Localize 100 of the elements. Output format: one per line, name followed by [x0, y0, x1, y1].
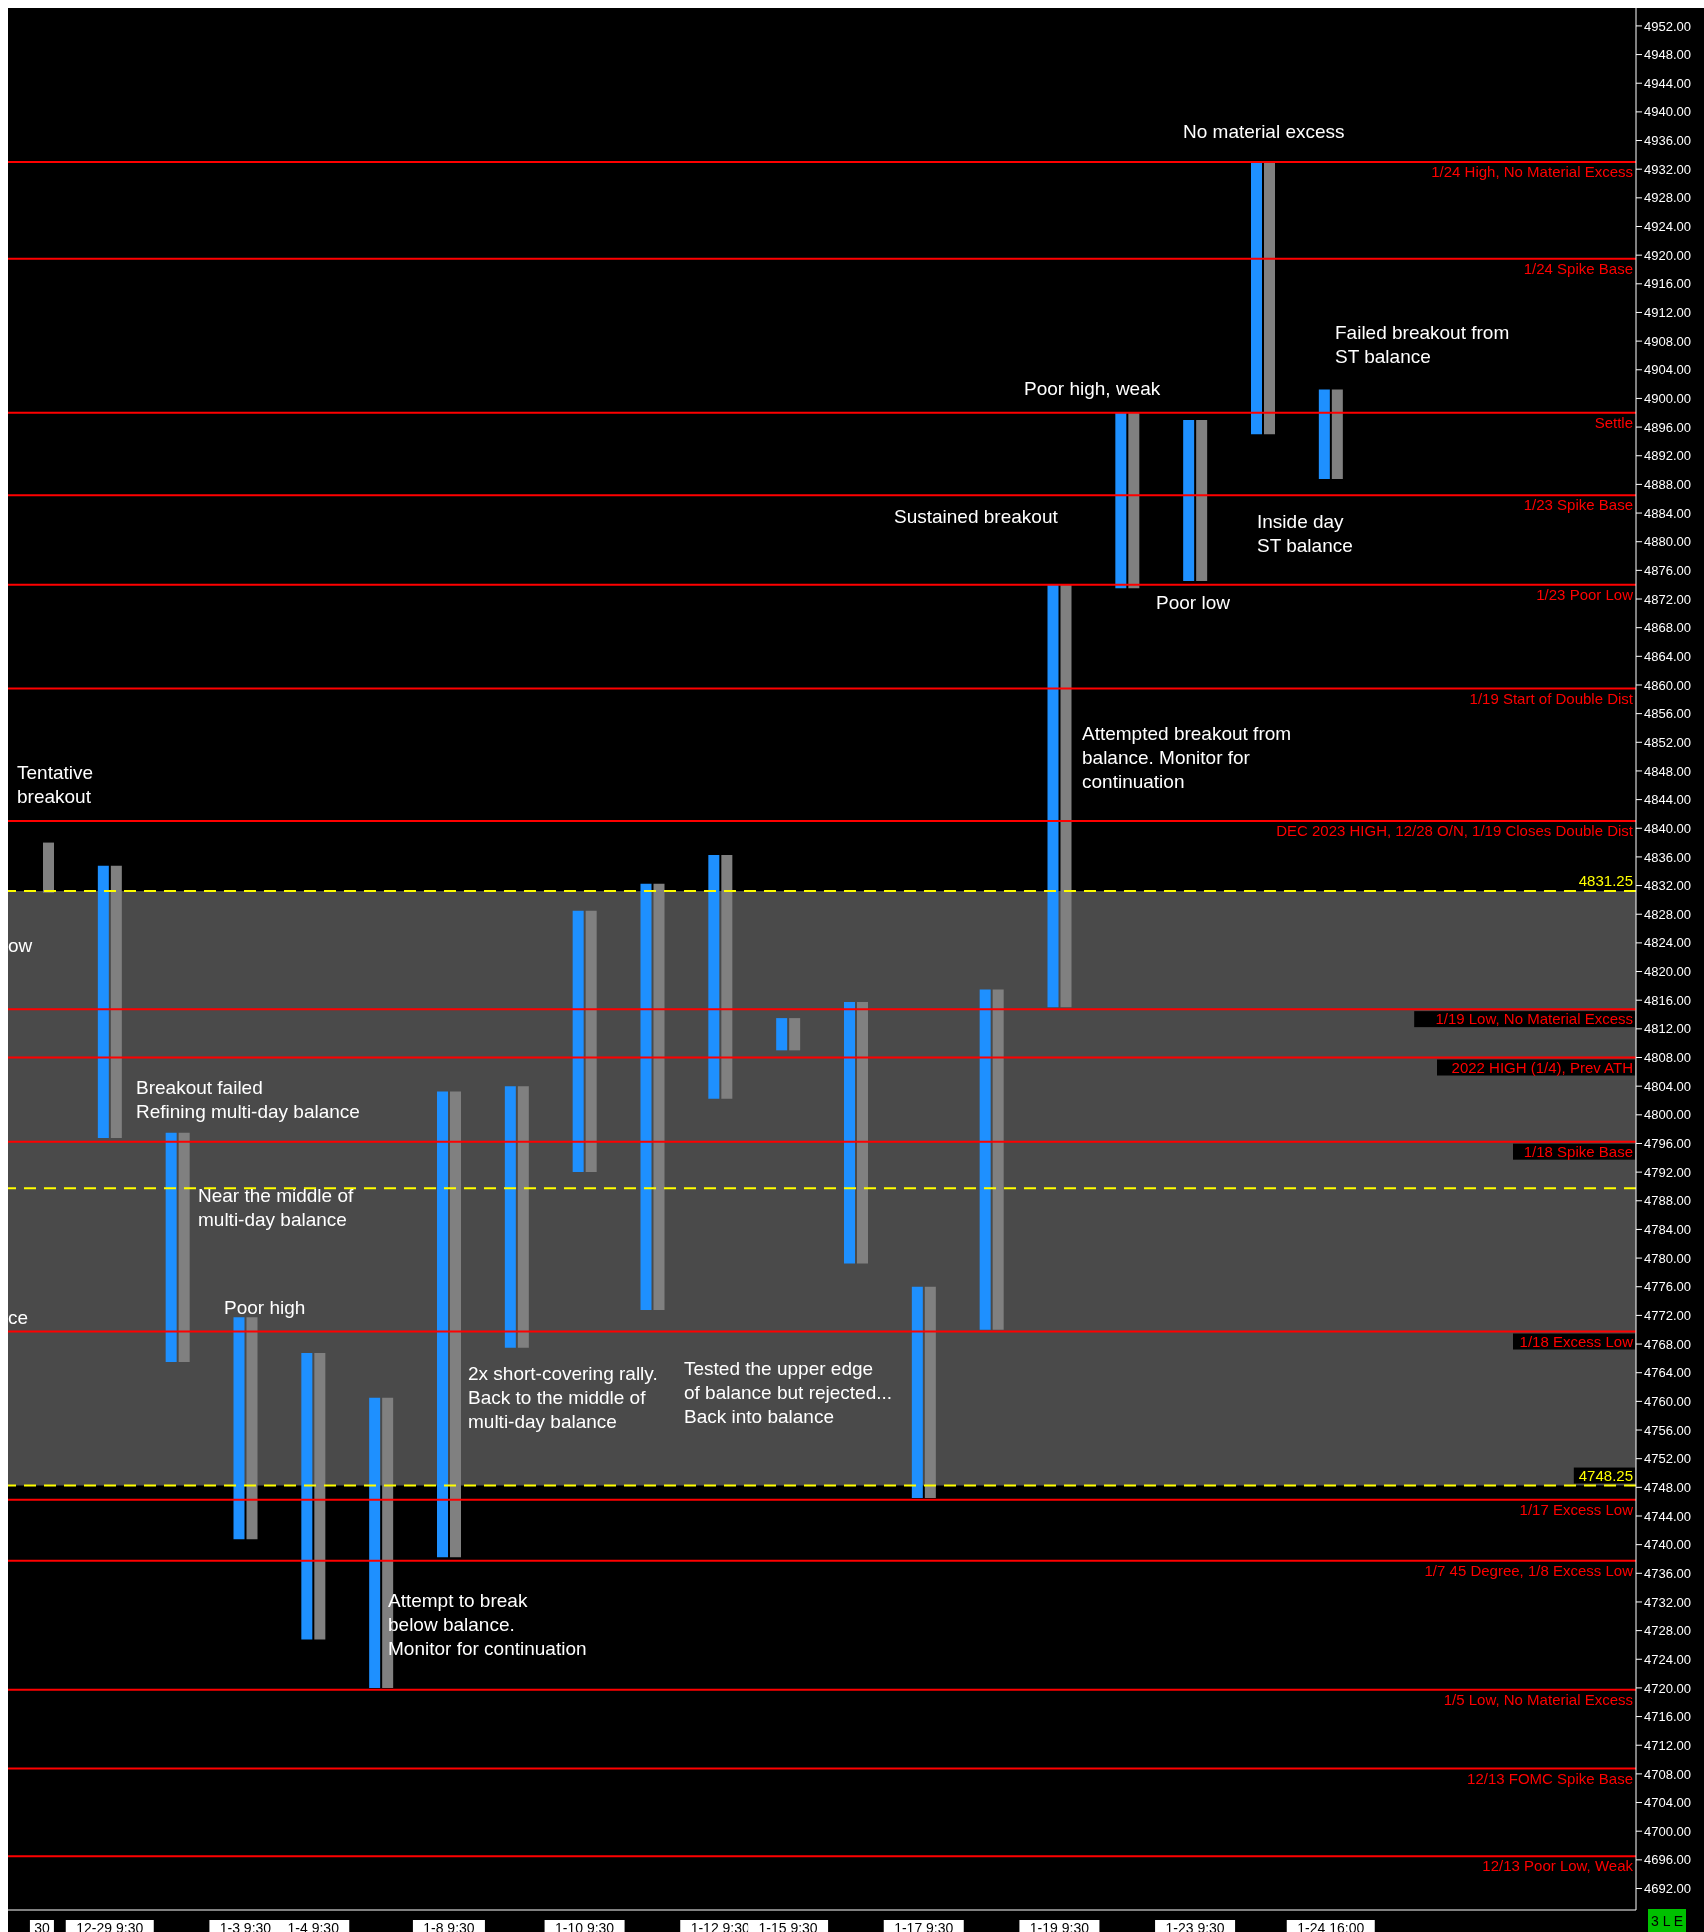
- bar: [43, 842, 54, 893]
- annotation: 2x short-covering rally. Back to the middle of multi-day balance: [468, 1362, 658, 1434]
- y-tick-label: 4692.00: [1644, 1881, 1691, 1897]
- ref-line-label: 1/17 Excess Low: [1519, 1500, 1634, 1518]
- y-tick-label: 4824.00: [1644, 935, 1691, 951]
- bar: [1251, 162, 1262, 435]
- ref-line-label: DEC 2023 HIGH, 12/28 O/N, 1/19 Closes Double Dist: [1276, 822, 1634, 840]
- y-tick-label: 4872.00: [1644, 591, 1691, 607]
- y-tick-label: 4700.00: [1644, 1823, 1691, 1839]
- bar: [1264, 162, 1275, 435]
- bar: [1128, 412, 1140, 589]
- annotation: Sustained breakout: [894, 505, 1058, 529]
- y-tick-label: 4788.00: [1644, 1193, 1691, 1209]
- bar: [924, 1286, 936, 1499]
- ref-line-label: 12/13 Poor Low, Weak: [1482, 1857, 1634, 1875]
- y-tick-label: 4852.00: [1644, 734, 1691, 750]
- y-tick-label: 4880.00: [1644, 534, 1691, 550]
- y-tick-label: 4740.00: [1644, 1537, 1691, 1553]
- annotation: Poor low: [1156, 591, 1230, 615]
- annotation: Attempted breakout from balance. Monitor for continuation: [1082, 722, 1292, 794]
- y-tick-label: 4876.00: [1644, 562, 1691, 578]
- bar: [314, 1353, 326, 1640]
- y-tick-label: 4748.00: [1644, 1479, 1691, 1495]
- bar: [844, 1001, 855, 1264]
- annotation: Breakout failed Refining multi-day balance: [136, 1076, 360, 1124]
- y-tick-label: 4800.00: [1644, 1107, 1691, 1123]
- y-tick-label: 4816.00: [1644, 992, 1691, 1008]
- y-tick-label: 4756.00: [1644, 1422, 1691, 1438]
- annotation: Failed breakout from ST balance: [1335, 321, 1510, 369]
- y-tick-label: 4856.00: [1644, 706, 1691, 722]
- bar: [517, 1086, 529, 1348]
- bar: [301, 1353, 313, 1640]
- bar: [653, 883, 665, 1311]
- y-tick-label: 4704.00: [1644, 1795, 1691, 1811]
- bar: [721, 855, 733, 1099]
- y-tick-label: 4844.00: [1644, 792, 1691, 808]
- y-tick-label: 4728.00: [1644, 1623, 1691, 1639]
- y-tick-label: 4792.00: [1644, 1164, 1691, 1180]
- y-tick-label: 4848.00: [1644, 763, 1691, 779]
- y-tick-label: 4764.00: [1644, 1365, 1691, 1381]
- y-tick-label: 4936.00: [1644, 133, 1691, 149]
- bar: [1183, 419, 1195, 582]
- ref-line-label: 1/23 Poor Low: [1536, 585, 1634, 603]
- ref-line-label: 4831.25: [1578, 871, 1633, 889]
- y-tick-label: 4912.00: [1644, 305, 1691, 321]
- annotation: ow: [8, 934, 33, 958]
- ref-line-label: 12/13 FOMC Spike Base: [1467, 1769, 1633, 1787]
- bar: [708, 855, 720, 1099]
- ref-line-label: 4748.25: [1578, 1466, 1633, 1484]
- y-tick-label: 4916.00: [1644, 276, 1691, 292]
- bar: [437, 1091, 448, 1558]
- y-tick-label: 4776.00: [1644, 1279, 1691, 1295]
- y-tick-label: 4932.00: [1644, 161, 1691, 177]
- bar: [1115, 412, 1127, 589]
- ref-line-label: 1/18 Excess Low: [1519, 1332, 1634, 1350]
- y-tick-label: 4868.00: [1644, 620, 1691, 636]
- ref-line-label: 2022 HIGH (1/4), Prev ATH: [1451, 1058, 1633, 1076]
- y-tick-label: 4908.00: [1644, 333, 1691, 349]
- bar: [1331, 389, 1343, 480]
- annotation: No material excess: [1183, 120, 1345, 144]
- bar: [504, 1086, 516, 1348]
- y-tick-label: 4716.00: [1644, 1709, 1691, 1725]
- y-tick-label: 4768.00: [1644, 1336, 1691, 1352]
- bar: [233, 1317, 245, 1540]
- ref-line-label: 1/24 Spike Base: [1523, 259, 1633, 277]
- y-tick-label: 4948.00: [1644, 47, 1691, 63]
- y-tick-label: 4884.00: [1644, 505, 1691, 521]
- y-tick-label: 4752.00: [1644, 1451, 1691, 1467]
- bar: [165, 1132, 177, 1362]
- annotation: Inside day ST balance: [1257, 510, 1353, 558]
- annotation: Poor high, weak: [1024, 377, 1161, 401]
- y-tick-label: 4888.00: [1644, 477, 1691, 493]
- y-tick-label: 4812.00: [1644, 1021, 1691, 1037]
- ref-line-label: 1/24 High, No Material Excess: [1431, 163, 1633, 181]
- bar: [979, 989, 991, 1330]
- bar: [585, 910, 597, 1173]
- annotation: Poor high: [224, 1296, 306, 1320]
- ref-line-label: 1/18 Spike Base: [1523, 1142, 1633, 1160]
- bar: [640, 883, 652, 1311]
- bar: [1318, 389, 1330, 480]
- ref-line-label: 1/7 45 Degree, 1/8 Excess Low: [1424, 1561, 1634, 1579]
- y-tick-label: 4808.00: [1644, 1050, 1691, 1066]
- y-tick-label: 4900.00: [1644, 391, 1691, 407]
- bar: [1060, 584, 1072, 1008]
- y-tick-label: 4796.00: [1644, 1136, 1691, 1152]
- y-tick-label: 4828.00: [1644, 906, 1691, 922]
- bar: [369, 1397, 381, 1688]
- y-tick-label: 4732.00: [1644, 1594, 1691, 1610]
- y-tick-label: 4864.00: [1644, 648, 1691, 664]
- y-tick-label: 4772.00: [1644, 1308, 1691, 1324]
- ref-line-label: 1/5 Low, No Material Excess: [1443, 1690, 1633, 1708]
- y-tick-label: 4940.00: [1644, 104, 1691, 120]
- bar: [776, 1018, 788, 1051]
- bar: [1047, 584, 1059, 1008]
- bar: [110, 865, 122, 1139]
- y-tick-label: 4952.00: [1644, 18, 1691, 34]
- ref-line-label: 1/19 Start of Double Dist: [1469, 689, 1634, 707]
- y-tick-label: 4696.00: [1644, 1852, 1691, 1868]
- y-tick-label: 4712.00: [1644, 1737, 1691, 1753]
- y-tick-label: 4892.00: [1644, 448, 1691, 464]
